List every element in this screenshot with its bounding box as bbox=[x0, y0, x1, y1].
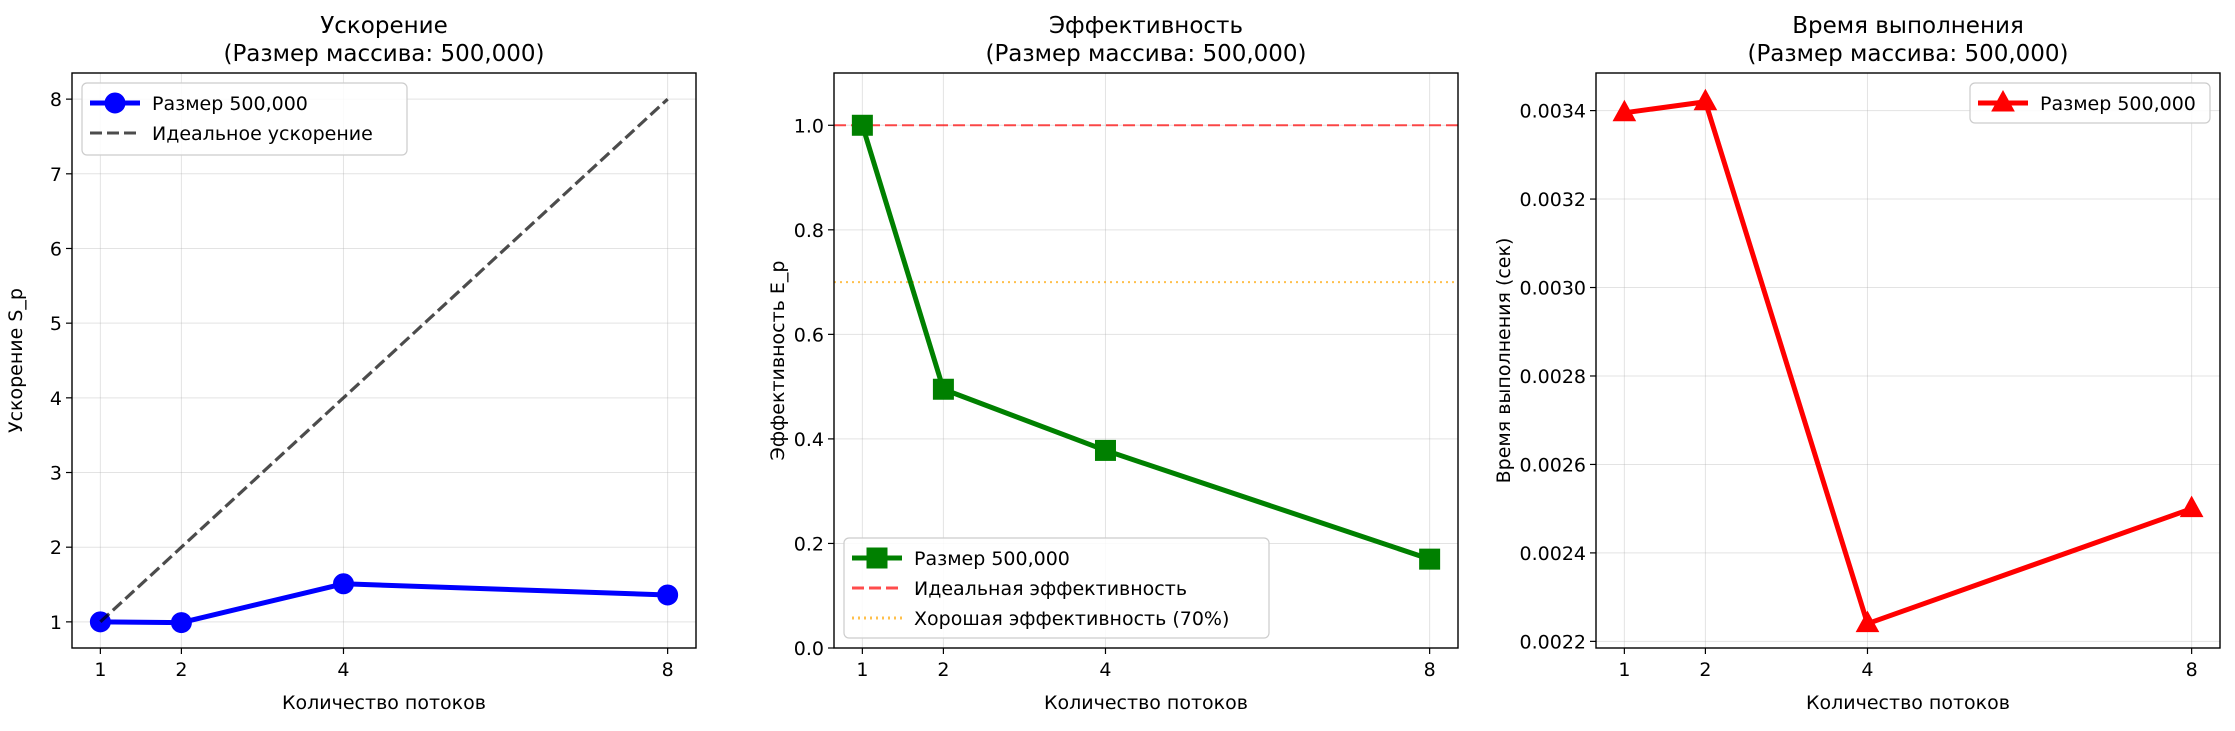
y-tick-label: 0.0022 bbox=[1520, 631, 1586, 653]
y-tick-label: 0.0028 bbox=[1520, 366, 1586, 388]
chart-panel-2: 1 2 4 8 0.0 0.2 0.4 0.6 0.8 1.0 Эффективность(Разм… bbox=[767, 13, 1459, 714]
y-tick-label: 0.0 bbox=[794, 638, 824, 660]
chart-subtitle: (Размер массива: 500,000) bbox=[223, 41, 544, 67]
y-tick-label: 7 bbox=[50, 164, 62, 186]
series-line bbox=[99, 97, 669, 624]
legend-marker bbox=[866, 547, 888, 569]
y-tick-label: 0.8 bbox=[794, 220, 824, 242]
data-point bbox=[932, 378, 954, 400]
chart-title: Эффективность bbox=[1049, 13, 1243, 39]
series-line bbox=[859, 124, 1431, 562]
x-tick-label: 2 bbox=[175, 659, 187, 681]
series-line bbox=[100, 581, 668, 626]
x-tick-label: 1 bbox=[94, 659, 106, 681]
y-tick-label: 3 bbox=[50, 463, 62, 485]
y-tick-label: 8 bbox=[50, 89, 62, 111]
data-point bbox=[332, 573, 354, 595]
legend-label: Хорошая эффективность (70%) bbox=[914, 608, 1229, 630]
x-tick-label: 1 bbox=[856, 659, 868, 681]
y-axis-label: Время выполнения (сек) bbox=[1493, 238, 1515, 484]
plot-frame bbox=[71, 72, 697, 649]
data-point bbox=[1855, 610, 1880, 633]
legend: Размер 500,000 Идеальное ускорение bbox=[81, 82, 408, 156]
legend: Размер 500,000 bbox=[1969, 82, 2211, 124]
data-point bbox=[1094, 439, 1116, 461]
data-point bbox=[170, 612, 192, 634]
y-tick-label: 0.4 bbox=[794, 429, 824, 451]
legend-label: Размер 500,000 bbox=[914, 548, 1070, 570]
data-point bbox=[657, 584, 679, 606]
x-tick-label: 8 bbox=[2186, 659, 2198, 681]
legend: Размер 500,000 Идеальная эффективность Хор… bbox=[843, 537, 1270, 639]
legend-label: Идеальная эффективность bbox=[914, 578, 1187, 600]
y-tick-label: 0.6 bbox=[794, 324, 824, 346]
data-point bbox=[1612, 99, 1637, 122]
y-tick-label: 4 bbox=[50, 388, 62, 410]
x-tick-label: 4 bbox=[1099, 659, 1111, 681]
x-axis-label: Количество потоков bbox=[282, 692, 486, 714]
x-axis-label: Количество потоков bbox=[1044, 692, 1248, 714]
y-tick-label: 0.0034 bbox=[1520, 101, 1586, 123]
x-tick-label: 2 bbox=[937, 659, 949, 681]
y-axis-label: Эффективность E_p bbox=[767, 261, 789, 461]
x-axis-label: Количество потоков bbox=[1806, 692, 2010, 714]
data-point bbox=[2179, 495, 2204, 518]
x-tick-label: 1 bbox=[1618, 659, 1630, 681]
x-tick-label: 2 bbox=[1699, 659, 1711, 681]
y-tick-label: 6 bbox=[50, 238, 62, 260]
plot-frame bbox=[833, 72, 1459, 649]
chart-panel-3: 1 2 4 8 0.0022 0.0024 0.0026 0.0028 0.0030 0.0032… bbox=[1493, 13, 2221, 714]
data-point bbox=[851, 114, 873, 136]
legend-marker bbox=[104, 92, 126, 114]
legend-label: Идеальное ускорение bbox=[152, 123, 373, 145]
y-axis-label: Ускорение S_p bbox=[5, 288, 27, 433]
y-tick-label: 0.2 bbox=[794, 533, 824, 555]
legend-frame bbox=[843, 537, 1270, 639]
x-tick-label: 8 bbox=[1424, 659, 1436, 681]
y-tick-label: 2 bbox=[50, 537, 62, 559]
chart-subtitle: (Размер массива: 500,000) bbox=[1747, 41, 2068, 67]
legend-label: Размер 500,000 bbox=[152, 93, 308, 115]
series-line bbox=[1624, 99, 2193, 627]
legend-frame bbox=[1969, 82, 2211, 124]
legend-marker bbox=[1991, 89, 2015, 112]
plot-frame bbox=[1595, 72, 2221, 649]
y-tick-label: 0.0030 bbox=[1520, 278, 1586, 300]
data-point bbox=[1419, 548, 1441, 570]
chart-title: Ускорение bbox=[320, 13, 448, 39]
x-tick-label: 8 bbox=[662, 659, 674, 681]
y-tick-label: 0.0026 bbox=[1520, 454, 1586, 476]
y-tick-label: 0.0032 bbox=[1520, 189, 1586, 211]
y-tick-label: 5 bbox=[50, 313, 62, 335]
y-tick-label: 1.0 bbox=[794, 115, 824, 137]
legend-label: Размер 500,000 bbox=[2040, 93, 2196, 115]
x-tick-label: 4 bbox=[1861, 659, 1873, 681]
x-tick-label: 4 bbox=[337, 659, 349, 681]
legend-frame bbox=[81, 82, 408, 156]
y-tick-label: 1 bbox=[50, 612, 62, 634]
chart-subtitle: (Размер массива: 500,000) bbox=[985, 41, 1306, 67]
y-tick-label: 0.0024 bbox=[1520, 543, 1586, 565]
data-point bbox=[1693, 88, 1718, 111]
chart-title: Время выполнения bbox=[1792, 13, 2024, 39]
